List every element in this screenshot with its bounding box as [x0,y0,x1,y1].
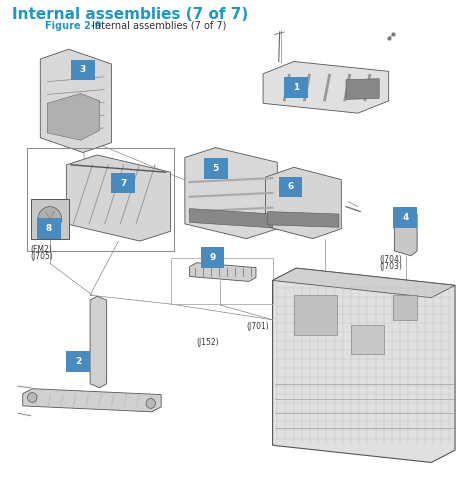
Text: 6: 6 [287,183,294,191]
Text: 3: 3 [80,65,86,74]
Polygon shape [265,167,341,239]
Text: 8: 8 [46,224,52,233]
FancyBboxPatch shape [279,177,302,197]
Polygon shape [268,212,339,227]
Polygon shape [66,155,171,241]
Polygon shape [346,79,379,99]
Polygon shape [273,268,455,462]
FancyBboxPatch shape [284,77,308,98]
Polygon shape [190,209,273,228]
Bar [294,295,337,335]
Text: 4: 4 [402,213,409,222]
Bar [351,325,384,354]
Text: Internal assemblies (7 of 7): Internal assemblies (7 of 7) [92,21,227,31]
Text: 2: 2 [75,357,82,366]
Text: (J704): (J704) [379,255,402,264]
Polygon shape [273,268,455,298]
FancyBboxPatch shape [66,351,90,372]
Text: (J152): (J152) [197,338,219,347]
FancyBboxPatch shape [393,207,417,228]
Text: (FM2): (FM2) [31,245,53,254]
Text: 5: 5 [212,164,219,173]
Text: (J703): (J703) [379,262,402,271]
Text: Internal assemblies (7 of 7): Internal assemblies (7 of 7) [12,7,248,22]
Polygon shape [190,263,256,281]
Polygon shape [31,199,69,239]
Text: 7: 7 [120,179,127,187]
FancyBboxPatch shape [37,218,61,239]
FancyBboxPatch shape [71,60,95,80]
Circle shape [38,207,62,231]
Text: (J701): (J701) [246,322,269,331]
Polygon shape [263,62,389,113]
Circle shape [146,399,155,408]
Text: Figure 2-9: Figure 2-9 [45,21,101,31]
Polygon shape [90,296,107,388]
Polygon shape [23,389,161,412]
Text: 1: 1 [293,83,300,92]
Text: 9: 9 [209,253,216,262]
FancyBboxPatch shape [201,247,224,268]
Circle shape [27,393,37,402]
Text: (J705): (J705) [31,252,54,261]
FancyBboxPatch shape [204,158,228,179]
Polygon shape [394,209,417,256]
Polygon shape [40,49,111,153]
Bar [393,295,417,320]
Polygon shape [47,93,100,140]
Polygon shape [185,148,277,239]
FancyBboxPatch shape [111,173,135,193]
